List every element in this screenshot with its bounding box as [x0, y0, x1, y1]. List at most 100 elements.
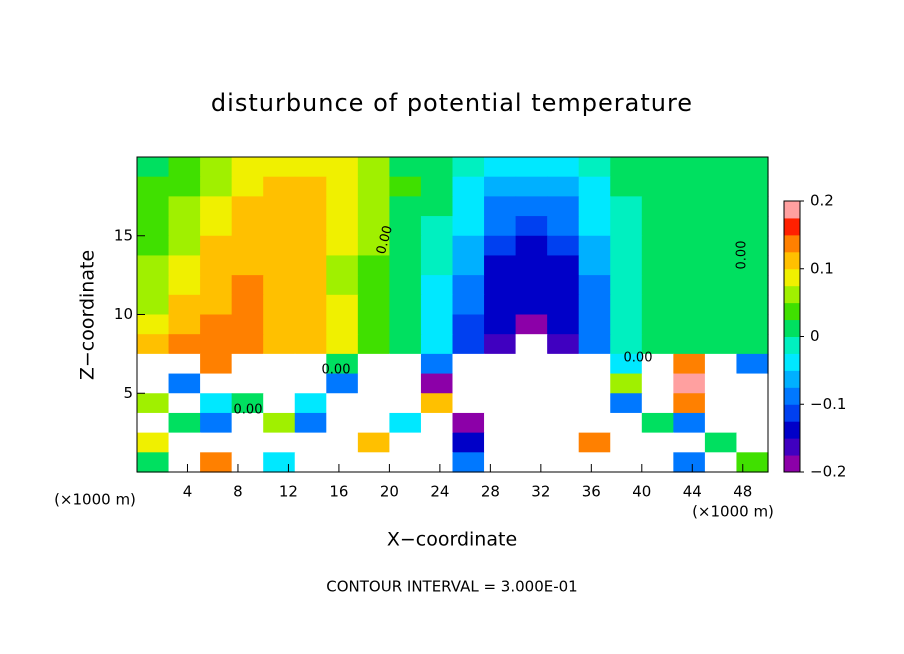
cell	[610, 373, 643, 394]
colorbar-swatch	[784, 455, 800, 473]
cell	[200, 196, 233, 217]
cell	[389, 393, 422, 414]
cell	[326, 373, 359, 394]
cell	[168, 334, 201, 355]
cell	[673, 255, 706, 276]
cell	[231, 235, 264, 257]
cell	[231, 452, 264, 473]
cell	[294, 216, 327, 237]
colorbar-swatch	[784, 268, 800, 287]
cell	[641, 314, 674, 335]
cell	[641, 235, 674, 257]
cell	[231, 294, 264, 316]
cell	[357, 294, 390, 316]
cell	[736, 157, 769, 178]
cell	[357, 452, 390, 473]
cell	[610, 235, 643, 257]
cell	[547, 412, 580, 434]
overlay: disturbunce of potential temperature Z−c…	[54, 89, 846, 596]
cell	[673, 275, 706, 296]
cell	[515, 334, 548, 355]
cell	[326, 353, 359, 375]
x-tick-label: 8	[233, 483, 243, 501]
cell	[294, 196, 327, 217]
cell	[263, 314, 296, 335]
cell	[137, 216, 170, 237]
cell	[137, 314, 170, 335]
cell	[137, 373, 170, 394]
cell	[736, 255, 769, 276]
cell	[704, 412, 738, 434]
cell	[547, 255, 580, 276]
cell	[168, 235, 201, 257]
cell	[673, 373, 706, 394]
cell	[231, 334, 264, 355]
contour-label: 0.00	[322, 363, 351, 378]
cell	[200, 235, 233, 257]
cell	[200, 294, 233, 316]
cell	[200, 255, 233, 276]
cell	[357, 412, 390, 434]
cell	[736, 373, 769, 394]
x-tick-label: 40	[632, 483, 651, 501]
cell	[357, 235, 390, 257]
cell	[168, 157, 201, 178]
contour-label: 0.00	[624, 351, 653, 366]
cell	[484, 235, 517, 257]
cell	[326, 294, 359, 316]
cell	[484, 294, 517, 316]
cell	[484, 353, 517, 375]
cell	[547, 157, 580, 178]
cell	[515, 216, 548, 237]
cell	[673, 157, 706, 178]
cell	[389, 157, 422, 178]
cell	[641, 294, 674, 316]
cell	[704, 334, 738, 355]
colorbar-swatch	[784, 336, 800, 354]
y-tick-label: 10	[114, 305, 133, 323]
cell	[704, 235, 738, 257]
cell	[137, 196, 170, 217]
cell	[294, 334, 327, 355]
cell	[515, 235, 548, 257]
cell	[704, 314, 738, 335]
cell	[452, 432, 485, 453]
contour-label: 0.00	[735, 241, 750, 270]
cell	[389, 412, 422, 434]
cell	[736, 196, 769, 217]
cell	[673, 393, 706, 414]
cell	[484, 314, 517, 335]
cell	[704, 432, 738, 453]
cell	[137, 176, 170, 197]
cell	[484, 216, 517, 237]
cell	[641, 157, 674, 178]
cell	[610, 157, 643, 178]
cell	[515, 255, 548, 276]
cell	[673, 314, 706, 335]
cell	[137, 157, 170, 178]
cell	[452, 275, 485, 296]
cell	[200, 412, 233, 434]
cell	[484, 157, 517, 178]
cell	[578, 314, 611, 335]
cell	[641, 255, 674, 276]
cell	[200, 373, 233, 394]
cell	[263, 216, 296, 237]
cell	[200, 216, 233, 237]
y-axis-label: Z−coordinate	[77, 250, 99, 380]
cell	[137, 275, 170, 296]
x-tick-label: 32	[531, 483, 550, 501]
cell	[641, 216, 674, 237]
cell	[357, 216, 390, 237]
cell	[704, 216, 738, 237]
cell	[294, 294, 327, 316]
cell	[578, 216, 611, 237]
cell	[326, 157, 359, 178]
cell	[294, 452, 327, 473]
cell	[137, 412, 170, 434]
cell	[326, 412, 359, 434]
x-axis-label: X−coordinate	[387, 529, 517, 551]
cell	[294, 157, 327, 178]
cell	[263, 432, 296, 453]
cell	[610, 412, 643, 434]
